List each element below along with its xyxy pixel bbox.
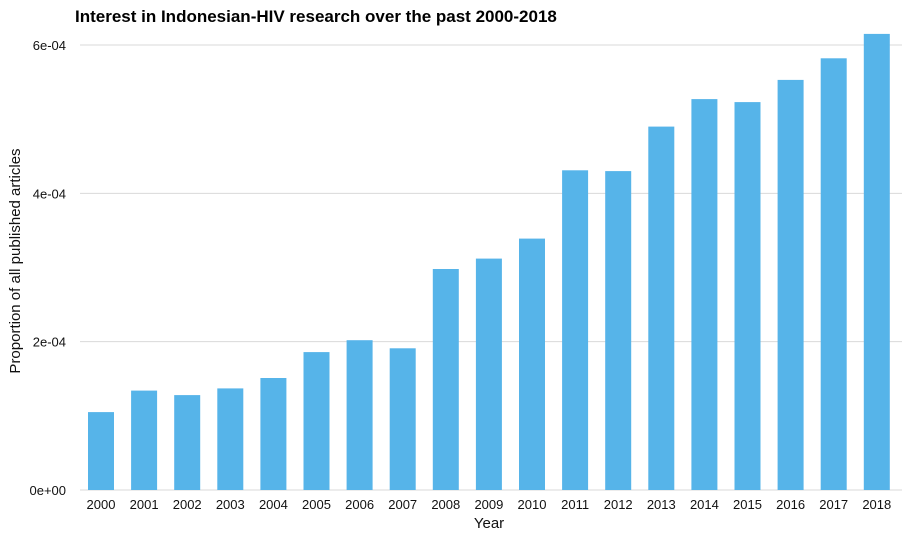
bar-2004 [260,378,287,490]
bar-2001 [131,390,158,490]
bar-2018 [863,33,890,491]
x-tick-label: 2004 [259,497,288,512]
x-tick-label: 2005 [302,497,331,512]
bar-2012 [605,171,632,490]
bar-2015 [734,102,761,490]
x-tick-label: 2012 [604,497,633,512]
x-tick-label: 2001 [130,497,159,512]
x-axis-ticks: 2000 2001 2002 2003 2004 2005 2006 2007 2008 2009… [87,497,892,512]
bar-2017 [820,58,847,491]
x-tick-label: 2018 [862,497,891,512]
bar-2002 [174,395,201,490]
bar-2000 [88,412,114,490]
x-tick-label: 2008 [431,497,460,512]
x-tick-label: 2017 [819,497,848,512]
y-tick-label: 0e+00 [29,483,66,498]
bar-2007 [389,348,416,490]
chart-title: Interest in Indonesian-HIV research over… [75,7,557,26]
x-tick-label: 2016 [776,497,805,512]
y-tick-label: 6e-04 [33,38,66,53]
x-tick-label: 2010 [518,497,547,512]
bar-2006 [346,340,373,490]
y-axis-label: Proportion of all published articles [7,148,24,373]
bar-2005 [303,352,330,490]
x-tick-label: 2014 [690,497,719,512]
bar-2016 [777,79,804,491]
x-tick-label: 2000 [87,497,116,512]
x-tick-label: 2002 [173,497,202,512]
bar-2009 [475,258,502,490]
y-tick-label: 2e-04 [33,335,66,350]
x-tick-label: 2013 [647,497,676,512]
bar-2008 [432,269,459,490]
x-tick-label: 2011 [561,497,589,512]
x-tick-label: 2007 [388,497,417,512]
bar-2003 [217,388,244,490]
bar-2014 [691,99,718,490]
y-axis-ticks: 0e+00 2e-04 4e-04 6e-04 [29,38,66,498]
bar-2011 [562,170,589,491]
x-tick-label: 2015 [733,497,762,512]
x-axis-label: Year [474,515,504,532]
y-tick-label: 4e-04 [33,186,66,201]
x-tick-label: 2006 [345,497,374,512]
bar-2010 [519,238,545,490]
bars [88,33,890,491]
bar-2013 [648,126,675,490]
x-tick-label: 2003 [216,497,245,512]
x-tick-label: 2009 [474,497,503,512]
